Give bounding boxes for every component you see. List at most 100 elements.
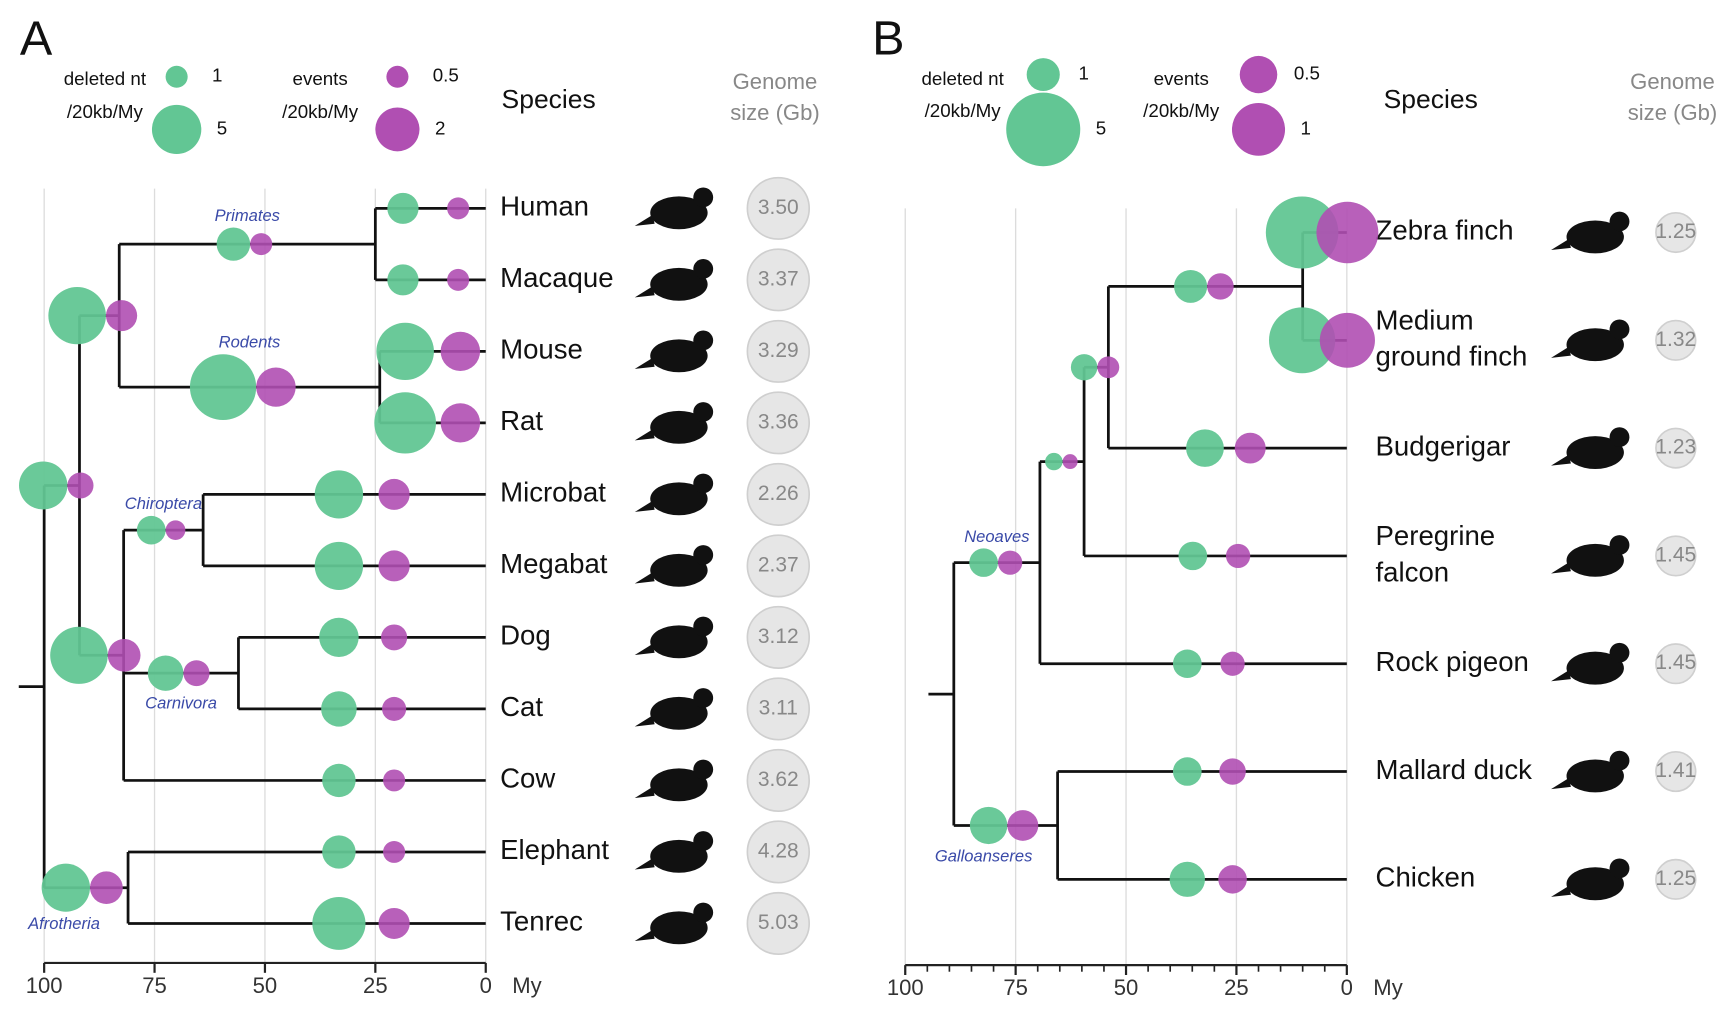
legend-size: 1 [1079,63,1089,84]
legend-size: 0.5 [1294,63,1320,84]
icon-tail [634,715,655,727]
species-icon [634,545,714,587]
events-bubble [383,769,406,792]
genome-size: 4.28 [758,840,799,863]
icon-body [650,625,708,659]
genome-size: 1.25 [1655,867,1696,890]
events-bubble [378,907,410,939]
species-name: Chicken [1376,862,1476,893]
species-icon [634,473,714,516]
deleted-bubble [48,287,106,345]
icon-body [650,911,708,945]
icon-tail [634,644,655,655]
genome-size: 5.03 [758,911,799,934]
species-name: Elephant [500,834,609,865]
deleted-bubble [387,264,419,296]
legend-size: 2 [435,117,445,138]
deleted-bubble [1172,649,1202,678]
genome-size: 3.50 [758,196,799,219]
clade-label: Neoaves [964,528,1029,546]
species-name: Cat [500,691,543,722]
icon-tail [634,930,655,942]
genome-circle [746,820,811,884]
deleted-bubble [41,863,91,912]
deleted-bubble [1070,354,1098,381]
species-icon [634,616,714,659]
icon-tail [634,572,655,584]
axis-unit: My [1373,975,1402,1000]
tick-label: 50 [253,973,278,998]
icon-body [650,696,708,730]
clade-label: Primates [215,207,280,225]
deleted-bubble [312,897,366,950]
deleted-bubble [314,470,364,519]
species-icon [634,688,714,730]
clade-label: Afrotheria [27,915,100,933]
genome-size: 3.36 [758,410,799,433]
icon-head [1609,427,1630,448]
species-header: Species [1384,84,1478,114]
events-bubble [1234,432,1266,464]
deleted-bubble [374,392,436,454]
tick-label: 100 [887,975,924,1000]
icon-tail [1551,239,1571,251]
deleted-bubble [19,461,68,510]
species-name: Peregrine [1376,520,1496,551]
events-bubble [447,268,470,291]
species-name: ground finch [1376,341,1528,372]
icon-head [693,187,714,208]
events-bubble [1097,356,1120,379]
legend-label: deleted nt [921,68,1004,89]
events-bubble [1225,543,1251,569]
events-bubble [1319,312,1375,368]
species-icon [1551,535,1630,577]
genome-size: 3.37 [758,267,799,290]
genome-circle [1655,535,1697,577]
legend-bubble [1239,55,1278,94]
deleted-bubble [1178,541,1208,571]
panel-letter: A [20,12,53,66]
legend-size: 0.5 [433,65,459,86]
events-bubble [105,300,138,332]
icon-body [650,196,708,230]
species-name: Medium [1376,305,1474,336]
icon-body [1566,328,1624,362]
deleted-bubble [322,835,356,869]
deleted-bubble [147,655,184,691]
icon-body [1566,759,1624,793]
deleted-bubble [136,515,166,545]
genome-size: 1.25 [1655,220,1696,243]
icon-head [693,902,714,923]
icon-head [1609,319,1630,340]
species-icon [1551,319,1630,362]
icon-tail [634,858,655,870]
genome-circle [1655,643,1697,685]
species-name: Dog [500,620,551,651]
legend-label: /20kb/My [282,101,359,122]
species-icon [1551,642,1630,685]
genome-circle [1655,427,1697,469]
genome-size: 3.62 [758,768,799,791]
deleted-bubble [1174,269,1208,303]
legend-size: 1 [1301,117,1311,138]
icon-tail [634,500,655,512]
species-icon [634,759,714,802]
legend-bubble [165,65,188,88]
deleted-bubble [1172,757,1202,786]
species-name: Mallard duck [1376,754,1533,785]
icon-tail [1551,885,1571,897]
icon-body [650,553,708,587]
icon-tail [1551,454,1571,466]
events-bubble [1218,865,1247,894]
legend-size: 5 [1096,117,1106,138]
icon-head [693,831,714,851]
icon-tail [634,214,655,226]
species-icon [634,902,714,945]
legend-label: deleted nt [64,68,147,89]
species-name: falcon [1376,556,1450,587]
events-bubble [447,197,470,220]
events-bubble [256,367,296,407]
species-name: Microbat [500,477,606,508]
